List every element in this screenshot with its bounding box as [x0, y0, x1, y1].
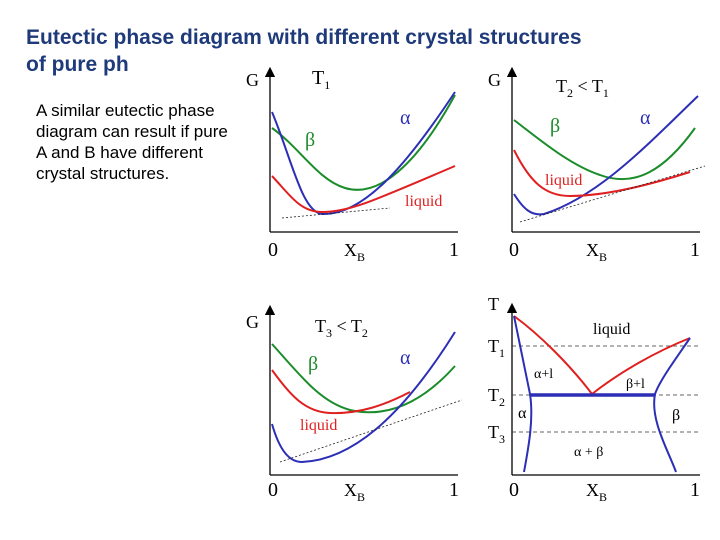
panel4-x1-tick: 1	[690, 479, 700, 501]
panel4-liquidus-left	[513, 315, 593, 395]
panel1-liquid-curve	[271, 165, 456, 214]
panel4-beta-liquid-region: β+l	[626, 377, 645, 392]
panel2-x-axis-label: XB	[586, 240, 607, 264]
panel2-g-label: G	[488, 70, 501, 90]
panel3-alpha-curve	[271, 331, 456, 464]
panel4-liquidus-right	[591, 337, 691, 395]
panel3-tangent-line	[279, 399, 463, 463]
panel2-liquid-curve	[513, 149, 691, 198]
panel-3-free-energy-t3: G T3 < T2 β α liquid 0 XB 1	[246, 304, 463, 504]
panel3-liquid-curve	[271, 369, 411, 415]
panel1-x1-tick: 1	[449, 239, 459, 261]
panel2-beta-curve	[513, 119, 696, 181]
panel4-alpha-beta-region: α + β	[574, 445, 603, 460]
panel1-beta-curve	[271, 94, 456, 191]
panel1-temp-label: T1	[312, 67, 330, 92]
panel-1-free-energy-t1: G T1 β α liquid 0 XB 1	[246, 66, 459, 264]
panel1-g-label: G	[246, 70, 259, 90]
panel4-alpha-region: α	[518, 405, 527, 422]
panel4-x0-tick: 0	[509, 479, 519, 501]
panel3-x0-tick: 0	[268, 479, 278, 501]
panel1-beta-label: β	[305, 129, 315, 151]
panel2-x1-tick: 1	[690, 239, 700, 261]
panel2-beta-label: β	[550, 115, 560, 137]
panel3-beta-curve	[271, 343, 456, 414]
panel4-t2-tick: T2	[488, 385, 505, 409]
panel2-tangent-line	[519, 165, 706, 223]
panel3-liquid-label: liquid	[300, 417, 337, 434]
panel4-t3-tick: T3	[488, 422, 505, 446]
panel3-g-label: G	[246, 312, 259, 332]
panel3-x1-tick: 1	[449, 479, 459, 501]
description-text: A similar eutectic phase diagram can res…	[36, 101, 228, 183]
panel4-beta-solvus	[653, 337, 691, 473]
panel2-alpha-curve	[513, 95, 699, 216]
panel-4-phase-diagram: T T1 T2 T3 liquid α+l β+l α β α + β 0 XB…	[488, 294, 700, 504]
panel4-alpha-liquid-region: α+l	[534, 367, 553, 382]
panel2-x0-tick: 0	[509, 239, 519, 261]
slide-title: Eutectic phase diagram with different cr…	[26, 26, 582, 76]
panel1-x0-tick: 0	[268, 239, 278, 261]
panel2-temp-label: T2 < T1	[556, 76, 609, 100]
panel1-x-axis-label: XB	[344, 240, 365, 264]
panel3-x-axis-label: XB	[344, 480, 365, 504]
panel3-alpha-label: α	[400, 347, 411, 369]
panel4-beta-region: β	[672, 407, 680, 424]
panel4-t-label: T	[488, 294, 499, 314]
panel4-x-axis-label: XB	[586, 480, 607, 504]
panel2-liquid-label: liquid	[545, 172, 582, 189]
panel-2-free-energy-t2: G T2 < T1 β α liquid 0 XB 1	[488, 66, 706, 264]
panel1-liquid-label: liquid	[405, 193, 442, 210]
panel4-liquid-region: liquid	[593, 321, 630, 338]
panel2-alpha-label: α	[640, 107, 651, 129]
panel3-temp-label: T3 < T2	[315, 316, 368, 340]
panel4-t1-tick: T1	[488, 336, 505, 360]
panel1-alpha-label: α	[400, 107, 411, 129]
panel4-alpha-solvus	[513, 315, 533, 473]
panel3-beta-label: β	[308, 353, 318, 375]
